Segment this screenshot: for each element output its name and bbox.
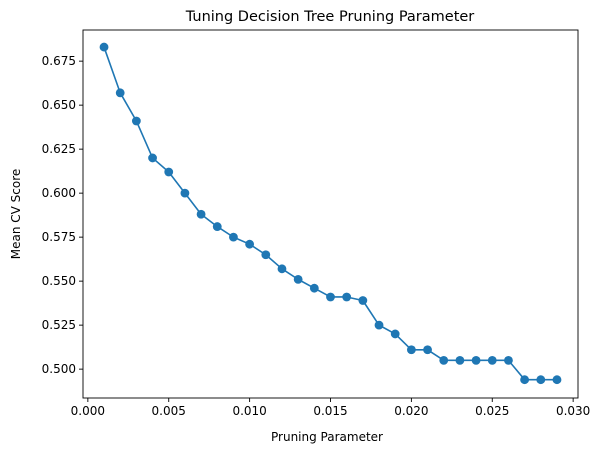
data-point <box>374 320 384 330</box>
x-tick-label: 0.020 <box>394 404 428 418</box>
data-point <box>358 296 368 305</box>
data-point <box>180 188 190 198</box>
data-point <box>309 283 319 293</box>
data-point <box>455 355 465 365</box>
x-tick-label: 0.030 <box>556 404 590 418</box>
data-point <box>439 355 449 365</box>
data-point <box>552 375 562 385</box>
y-axis-label: Mean CV Score <box>9 169 23 260</box>
data-point <box>131 116 141 126</box>
data-point <box>196 209 206 219</box>
x-tick-label: 0.005 <box>152 404 186 418</box>
y-tick-label: 0.525 <box>42 318 76 332</box>
data-point <box>504 355 513 365</box>
x-tick-label: 0.000 <box>71 404 105 418</box>
y-tick-label: 0.500 <box>42 362 76 376</box>
data-point <box>115 88 125 98</box>
data-point <box>487 355 497 365</box>
x-axis-label: Pruning Parameter <box>271 430 383 444</box>
y-tick-label: 0.600 <box>42 186 76 200</box>
data-point <box>423 345 432 355</box>
data-point <box>261 250 271 260</box>
data-point <box>99 42 109 52</box>
data-point <box>245 239 255 249</box>
y-tick-label: 0.575 <box>42 230 76 244</box>
data-point <box>536 375 546 385</box>
data-point <box>212 222 222 231</box>
series-layer <box>99 42 562 385</box>
y-tick-label: 0.625 <box>42 142 76 156</box>
data-point <box>148 153 157 163</box>
data-point <box>520 375 530 385</box>
data-point <box>229 232 238 242</box>
data-point <box>293 274 303 284</box>
chart-title: Tuning Decision Tree Pruning Parameter <box>185 9 475 25</box>
y-tick-label: 0.650 <box>42 98 76 112</box>
data-point <box>164 167 174 177</box>
y-axis-ticks: 0.500 0.525 0.550 0.575 0.600 0.625 0.650 0.675 <box>42 54 83 376</box>
data-point <box>390 329 400 339</box>
data-point <box>277 264 287 274</box>
y-tick-label: 0.675 <box>42 54 76 68</box>
data-point <box>342 292 352 302</box>
data-point <box>406 345 416 355</box>
x-tick-label: 0.015 <box>313 404 347 418</box>
plot-frame <box>82 29 579 399</box>
data-point <box>326 292 335 302</box>
x-tick-label: 0.010 <box>232 404 266 418</box>
x-tick-label: 0.025 <box>475 404 509 418</box>
x-axis-ticks: 0.000 0.005 0.010 0.015 0.020 0.025 0.030 <box>71 398 590 418</box>
y-tick-label: 0.550 <box>42 274 76 288</box>
data-point <box>471 355 481 365</box>
